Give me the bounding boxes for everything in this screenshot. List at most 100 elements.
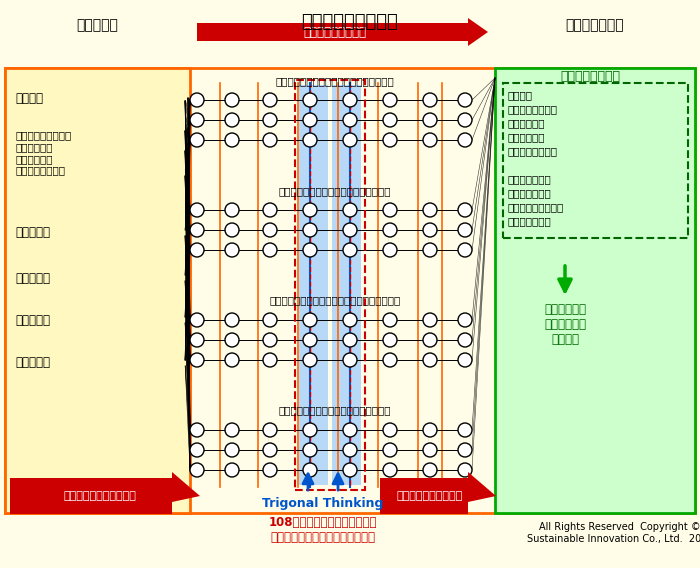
Circle shape — [225, 423, 239, 437]
Circle shape — [423, 443, 437, 457]
Text: 人・組織成長モデル: 人・組織成長モデル — [508, 202, 564, 212]
Text: 事業領域: 事業領域 — [508, 90, 533, 100]
Text: 社会的風土の変容の観点からの取り組み: 社会的風土の変容の観点からの取り組み — [279, 186, 391, 196]
Circle shape — [263, 463, 277, 477]
Circle shape — [383, 113, 397, 127]
Circle shape — [303, 333, 317, 347]
Circle shape — [263, 443, 277, 457]
Circle shape — [190, 133, 204, 147]
Circle shape — [190, 423, 204, 437]
Circle shape — [190, 243, 204, 257]
Bar — [5, 68, 190, 513]
Circle shape — [343, 243, 357, 257]
Text: 経済学知識: 経済学知識 — [15, 272, 50, 285]
Text: 社会変革ビジョン: 社会変革ビジョン — [508, 104, 558, 114]
Circle shape — [303, 113, 317, 127]
Text: 〜の社会にする等: 〜の社会にする等 — [508, 146, 558, 156]
Circle shape — [190, 333, 204, 347]
Text: 〜を解決する: 〜を解決する — [508, 132, 545, 142]
Text: プロダクトの深化の観点からの取り組み: プロダクトの深化の観点からの取り組み — [279, 405, 391, 415]
Circle shape — [263, 93, 277, 107]
Circle shape — [225, 443, 239, 457]
Circle shape — [383, 203, 397, 217]
Circle shape — [190, 313, 204, 327]
Circle shape — [225, 93, 239, 107]
Circle shape — [383, 443, 397, 457]
Text: 事業領域: 事業領域 — [15, 91, 43, 105]
Text: 現行の事業: 現行の事業 — [76, 18, 118, 32]
Circle shape — [190, 463, 204, 477]
Circle shape — [225, 463, 239, 477]
Circle shape — [383, 313, 397, 327]
Circle shape — [190, 113, 204, 127]
Circle shape — [303, 423, 317, 437]
Circle shape — [303, 223, 317, 237]
Circle shape — [423, 113, 437, 127]
Circle shape — [303, 463, 317, 477]
Circle shape — [225, 313, 239, 327]
Circle shape — [458, 133, 472, 147]
Circle shape — [343, 463, 357, 477]
Circle shape — [263, 353, 277, 367]
Circle shape — [458, 203, 472, 217]
Circle shape — [423, 93, 437, 107]
Circle shape — [190, 93, 204, 107]
Circle shape — [343, 423, 357, 437]
Text: 社会変革モデル: 社会変革モデル — [508, 174, 552, 184]
Circle shape — [383, 423, 397, 437]
Circle shape — [383, 353, 397, 367]
Circle shape — [423, 423, 437, 437]
Text: インタレストキーワード: インタレストキーワード — [64, 491, 136, 501]
Text: All Rights Reserved  Copyright ©
Sustainable Innovation Co., Ltd.  2018: All Rights Reserved Copyright © Sustaina… — [526, 522, 700, 544]
Circle shape — [303, 203, 317, 217]
Circle shape — [423, 243, 437, 257]
Text: 社会システムの進化の観点からの取り組み: 社会システムの進化の観点からの取り組み — [276, 76, 394, 86]
Circle shape — [190, 223, 204, 237]
Circle shape — [423, 353, 437, 367]
Circle shape — [303, 443, 317, 457]
Circle shape — [263, 223, 277, 237]
Circle shape — [190, 203, 204, 217]
Circle shape — [458, 243, 472, 257]
Circle shape — [225, 113, 239, 127]
Bar — [295, 80, 365, 490]
Circle shape — [303, 243, 317, 257]
Circle shape — [383, 133, 397, 147]
Text: 経済発展モデル: 経済発展モデル — [508, 188, 552, 198]
Circle shape — [343, 223, 357, 237]
Circle shape — [225, 203, 239, 217]
Text: 心理学知識: 心理学知識 — [15, 314, 50, 327]
Circle shape — [303, 313, 317, 327]
Circle shape — [383, 463, 397, 477]
Circle shape — [423, 333, 437, 347]
Bar — [299, 85, 328, 485]
Circle shape — [263, 243, 277, 257]
Circle shape — [458, 113, 472, 127]
Circle shape — [225, 133, 239, 147]
Text: プラットフォームの進歩の観点からの取り組み: プラットフォームの進歩の観点からの取り組み — [270, 295, 400, 305]
Bar — [495, 68, 695, 513]
Text: 論点との親和性評価: 論点との親和性評価 — [304, 26, 367, 39]
Bar — [5, 68, 695, 513]
Circle shape — [263, 333, 277, 347]
Text: 未来社会の発展モデル: 未来社会の発展モデル — [397, 491, 463, 501]
Circle shape — [225, 333, 239, 347]
Circle shape — [458, 353, 472, 367]
Text: 社会変革根拠モデル
〜を実現する
〜を解決する
〜の社会にする等: 社会変革根拠モデル 〜を実現する 〜を解決する 〜の社会にする等 — [15, 131, 71, 176]
Circle shape — [343, 313, 357, 327]
Polygon shape — [197, 18, 488, 46]
Circle shape — [225, 243, 239, 257]
Circle shape — [458, 443, 472, 457]
Circle shape — [458, 333, 472, 347]
Polygon shape — [380, 472, 496, 514]
Circle shape — [303, 133, 317, 147]
Text: 社会学知識: 社会学知識 — [15, 227, 50, 240]
Circle shape — [343, 333, 357, 347]
Text: Trigonal Thinking: Trigonal Thinking — [262, 496, 384, 509]
Circle shape — [383, 243, 397, 257]
Polygon shape — [10, 472, 200, 514]
Bar — [503, 83, 688, 238]
Circle shape — [190, 353, 204, 367]
Text: 未来社会の発展: 未来社会の発展 — [566, 18, 624, 32]
Circle shape — [225, 353, 239, 367]
